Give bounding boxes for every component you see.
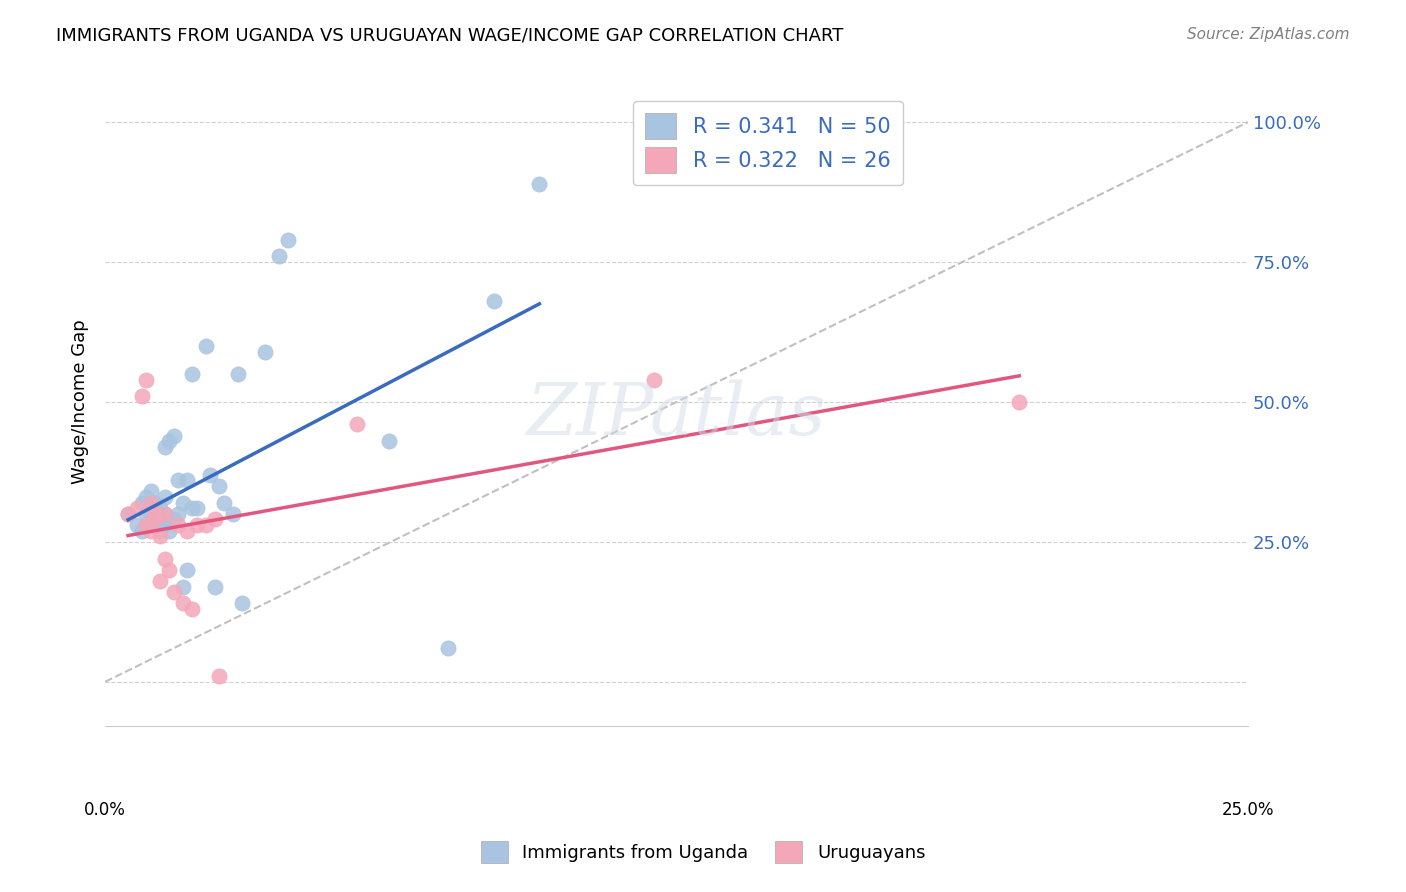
Point: [194, 339, 217, 353]
Point: [1008, 395, 1031, 409]
Point: [153, 518, 176, 533]
Point: [482, 294, 505, 309]
Point: [181, 367, 204, 381]
Point: [145, 518, 167, 533]
Point: [135, 507, 157, 521]
Point: [194, 518, 217, 533]
Point: [176, 563, 198, 577]
Point: [346, 417, 368, 432]
Point: [204, 512, 226, 526]
Point: [181, 501, 204, 516]
Point: [231, 596, 253, 610]
Y-axis label: Wage/Income Gap: Wage/Income Gap: [72, 319, 89, 484]
Point: [145, 507, 167, 521]
Text: ZIPatlas: ZIPatlas: [527, 380, 827, 450]
Point: [139, 496, 162, 510]
Point: [437, 641, 460, 656]
Point: [204, 580, 226, 594]
Text: 0.0%: 0.0%: [84, 801, 127, 819]
Point: [163, 585, 186, 599]
Point: [212, 496, 235, 510]
Point: [139, 501, 162, 516]
Point: [226, 367, 249, 381]
Point: [222, 507, 245, 521]
Point: [167, 518, 190, 533]
Point: [149, 524, 172, 538]
Point: [153, 551, 176, 566]
Point: [149, 574, 172, 588]
Text: IMMIGRANTS FROM UGANDA VS URUGUAYAN WAGE/INCOME GAP CORRELATION CHART: IMMIGRANTS FROM UGANDA VS URUGUAYAN WAGE…: [56, 27, 844, 45]
Point: [377, 434, 399, 449]
Text: Source: ZipAtlas.com: Source: ZipAtlas.com: [1187, 27, 1350, 42]
Point: [135, 490, 157, 504]
Point: [267, 250, 290, 264]
Point: [145, 496, 167, 510]
Point: [145, 507, 167, 521]
Point: [172, 496, 194, 510]
Point: [157, 563, 180, 577]
Point: [135, 518, 157, 533]
Legend: R = 0.341   N = 50, R = 0.322   N = 26: R = 0.341 N = 50, R = 0.322 N = 26: [633, 101, 903, 185]
Point: [176, 524, 198, 538]
Point: [131, 524, 153, 538]
Point: [254, 344, 277, 359]
Point: [277, 233, 299, 247]
Point: [157, 524, 180, 538]
Point: [200, 467, 222, 482]
Text: 25.0%: 25.0%: [1222, 801, 1274, 819]
Point: [208, 669, 231, 683]
Point: [117, 507, 139, 521]
Point: [167, 507, 190, 521]
Point: [135, 373, 157, 387]
Point: [176, 473, 198, 487]
Point: [131, 389, 153, 403]
Point: [127, 501, 149, 516]
Point: [153, 490, 176, 504]
Point: [186, 501, 208, 516]
Point: [643, 373, 665, 387]
Point: [127, 518, 149, 533]
Point: [153, 440, 176, 454]
Point: [157, 434, 180, 449]
Point: [149, 512, 172, 526]
Point: [186, 518, 208, 533]
Point: [167, 473, 190, 487]
Point: [139, 524, 162, 538]
Point: [149, 501, 172, 516]
Point: [149, 529, 172, 543]
Point: [131, 496, 153, 510]
Point: [135, 518, 157, 533]
Point: [117, 507, 139, 521]
Point: [153, 507, 176, 521]
Point: [139, 507, 162, 521]
Point: [529, 177, 551, 191]
Point: [145, 512, 167, 526]
Point: [208, 479, 231, 493]
Point: [139, 484, 162, 499]
Legend: Immigrants from Uganda, Uruguayans: Immigrants from Uganda, Uruguayans: [470, 830, 936, 874]
Point: [163, 428, 186, 442]
Point: [139, 512, 162, 526]
Point: [153, 507, 176, 521]
Point: [172, 580, 194, 594]
Point: [163, 512, 186, 526]
Point: [172, 596, 194, 610]
Point: [181, 602, 204, 616]
Point: [145, 501, 167, 516]
